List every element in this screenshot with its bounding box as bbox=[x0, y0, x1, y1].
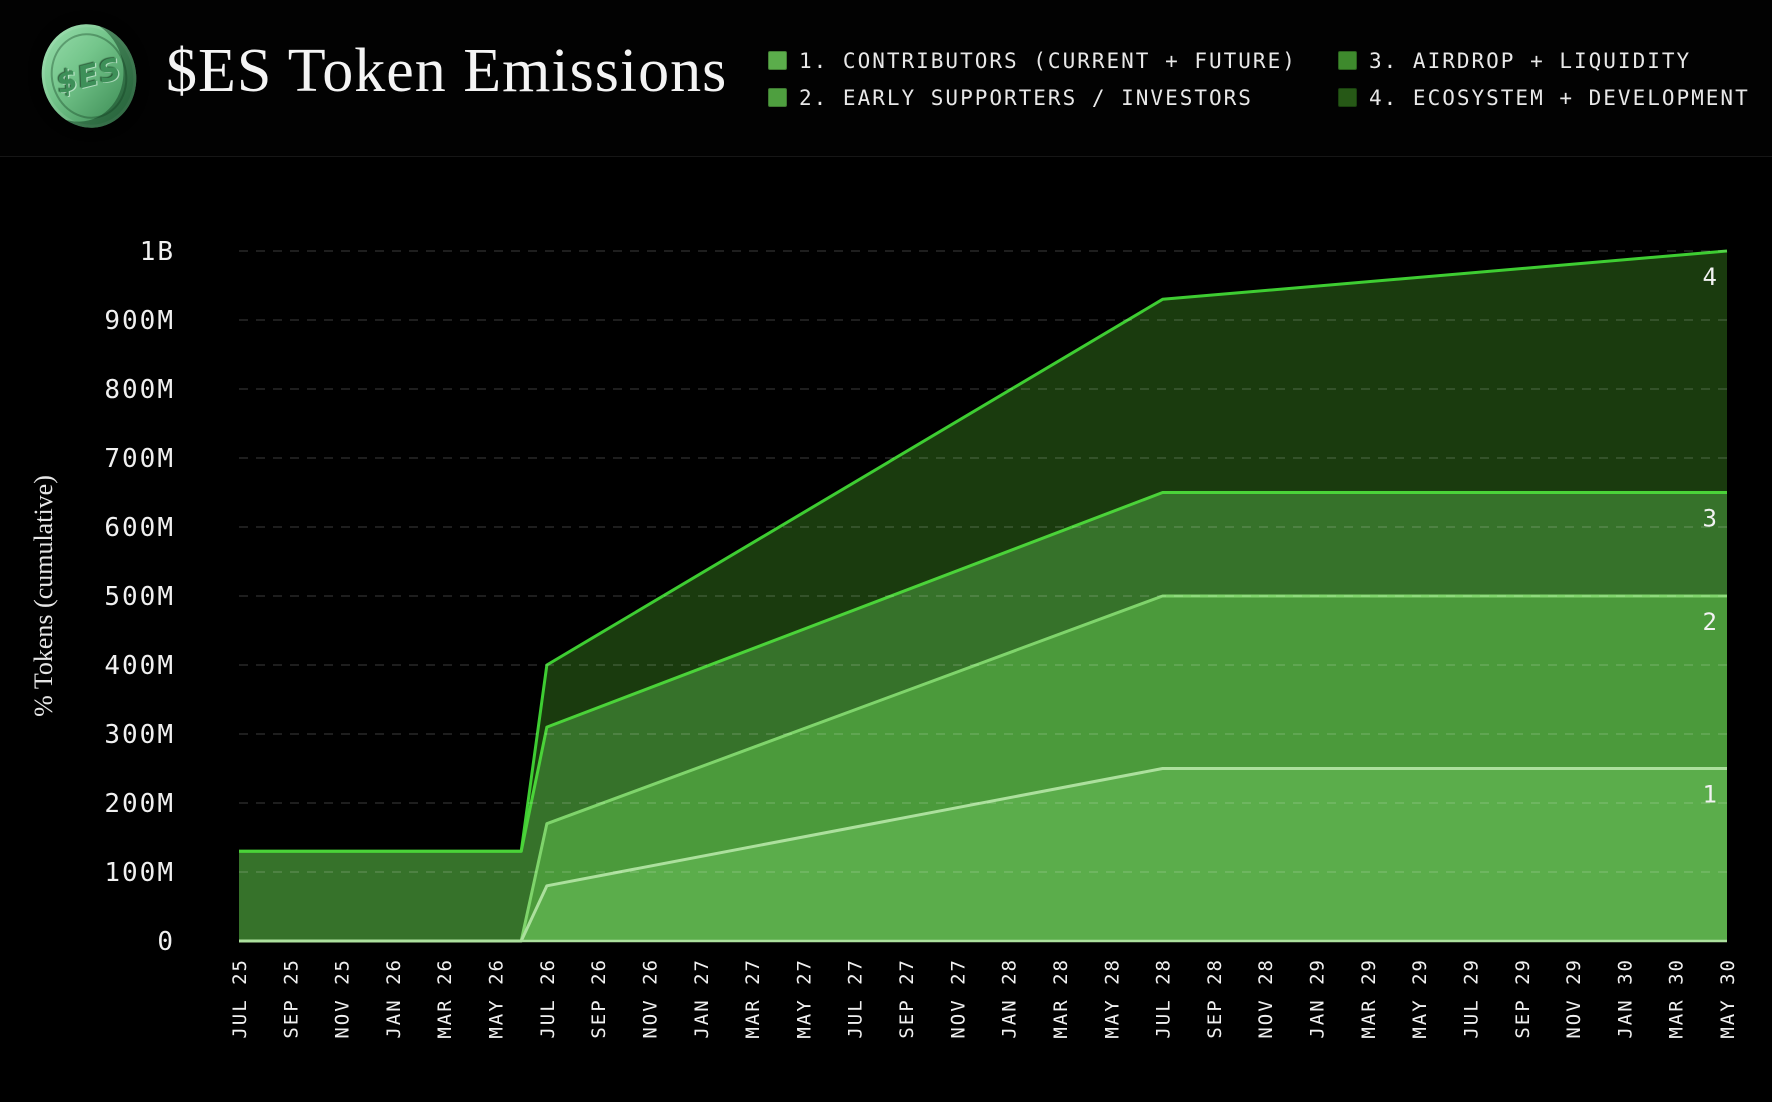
legend-column-2: 3. AIRDROP + LIQUIDITY 4. ECOSYSTEM + DEV… bbox=[1338, 44, 1750, 114]
x-tick-label: MAR 27 bbox=[742, 958, 764, 1039]
legend-column-1: 1. CONTRIBUTORS (CURRENT + FUTURE) 2. EAR… bbox=[768, 44, 1297, 114]
legend-item-4: 4. ECOSYSTEM + DEVELOPMENT bbox=[1338, 81, 1750, 114]
x-tick-label: MAR 29 bbox=[1358, 958, 1380, 1039]
x-tick-label: JAN 27 bbox=[691, 958, 713, 1039]
x-tick-label: JAN 28 bbox=[999, 958, 1021, 1039]
legend-item-label: 3. AIRDROP + LIQUIDITY bbox=[1369, 48, 1692, 73]
x-tick-label: JUL 27 bbox=[845, 958, 867, 1039]
legend-swatch-icon bbox=[1338, 88, 1357, 107]
y-tick-label: 100M bbox=[104, 858, 175, 888]
page-title: $ES Token Emissions bbox=[166, 37, 728, 105]
y-axis-title: % Tokens (cumulative) bbox=[29, 475, 58, 717]
y-tick-label: 400M bbox=[104, 651, 175, 681]
legend-item-1: 1. CONTRIBUTORS (CURRENT + FUTURE) bbox=[768, 44, 1297, 77]
x-tick-label: NOV 27 bbox=[947, 958, 969, 1039]
x-tick-label: JUL 26 bbox=[537, 958, 559, 1039]
series-line-1 bbox=[239, 767, 1727, 943]
x-tick-label: SEP 25 bbox=[280, 958, 302, 1039]
y-tick-label: 300M bbox=[104, 720, 175, 750]
legend-swatch-icon bbox=[768, 51, 787, 70]
band-number-label-4: 4 bbox=[1703, 263, 1718, 291]
legend-item-3: 3. AIRDROP + LIQUIDITY bbox=[1338, 44, 1750, 77]
band-number-label-3: 3 bbox=[1703, 505, 1718, 533]
legend-swatch-icon bbox=[1338, 51, 1357, 70]
y-tick-label: 700M bbox=[104, 444, 175, 474]
x-tick-label: SEP 27 bbox=[896, 958, 918, 1039]
y-tick-label: 200M bbox=[104, 789, 175, 819]
x-tick-label: MAY 29 bbox=[1409, 958, 1431, 1039]
x-tick-label: MAR 30 bbox=[1666, 958, 1688, 1039]
header: $ES $ES Token Emissions 1. CONTRIBUTORS … bbox=[0, 0, 1772, 157]
x-tick-label: JAN 29 bbox=[1307, 958, 1329, 1039]
series-line-3 bbox=[239, 491, 1727, 853]
area-band-1 bbox=[239, 768, 1727, 941]
y-tick-label: 0 bbox=[157, 927, 175, 957]
y-tick-label: 800M bbox=[104, 375, 175, 405]
x-tick-label: NOV 28 bbox=[1255, 958, 1277, 1039]
legend-swatch-icon bbox=[768, 88, 787, 107]
y-tick-label: 500M bbox=[104, 582, 175, 612]
x-tick-label: JUL 28 bbox=[1153, 958, 1175, 1039]
legend-item-label: 4. ECOSYSTEM + DEVELOPMENT bbox=[1369, 85, 1750, 110]
x-tick-label: MAY 28 bbox=[1101, 958, 1123, 1039]
legend-item-2: 2. EARLY SUPPORTERS / INVESTORS bbox=[768, 81, 1297, 114]
y-tick-label: 1B bbox=[140, 237, 175, 267]
x-tick-label: SEP 29 bbox=[1512, 958, 1534, 1039]
band-number-label-1: 1 bbox=[1703, 781, 1718, 809]
area-band-3 bbox=[239, 492, 1727, 941]
x-tick-label: MAY 27 bbox=[793, 958, 815, 1039]
x-tick-label: SEP 26 bbox=[588, 958, 610, 1039]
x-tick-label: MAY 26 bbox=[486, 958, 508, 1039]
x-tick-label: NOV 26 bbox=[639, 958, 661, 1039]
x-tick-label: NOV 29 bbox=[1563, 958, 1585, 1039]
x-tick-label: JAN 30 bbox=[1614, 958, 1636, 1039]
x-tick-label: MAR 26 bbox=[434, 958, 456, 1039]
x-tick-label: JUL 25 bbox=[229, 958, 251, 1039]
x-tick-label: JAN 26 bbox=[383, 958, 405, 1039]
y-tick-label: 900M bbox=[104, 306, 175, 336]
x-tick-label: SEP 28 bbox=[1204, 958, 1226, 1039]
area-band-2 bbox=[239, 596, 1727, 941]
x-tick-label: NOV 25 bbox=[332, 958, 354, 1039]
x-tick-label: MAY 30 bbox=[1717, 958, 1739, 1039]
legend-item-label: 2. EARLY SUPPORTERS / INVESTORS bbox=[799, 85, 1253, 110]
y-tick-label: 600M bbox=[104, 513, 175, 543]
band-number-label-2: 2 bbox=[1703, 608, 1718, 636]
x-tick-label: MAR 28 bbox=[1050, 958, 1072, 1039]
x-tick-label: JUL 29 bbox=[1460, 958, 1482, 1039]
legend-item-label: 1. CONTRIBUTORS (CURRENT + FUTURE) bbox=[799, 48, 1297, 73]
